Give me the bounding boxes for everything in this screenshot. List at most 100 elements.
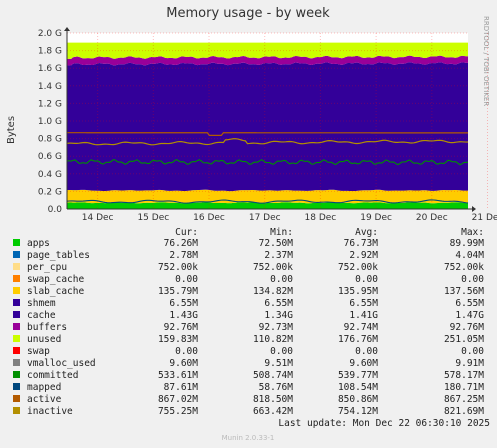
legend-min-value: 663.42M — [253, 406, 293, 417]
legend-swatch — [13, 359, 20, 366]
legend-cur-value: 0.00 — [175, 274, 198, 285]
y-tick-label: 0.4 G — [38, 170, 62, 180]
legend-avg-value: 6.55M — [349, 298, 378, 309]
x-axis-arrow — [472, 206, 476, 212]
legend-max-value: 137.56M — [444, 286, 484, 297]
legend-series-name: slab_cache — [27, 286, 84, 297]
legend-swatch — [13, 299, 20, 306]
legend-swatch — [13, 275, 20, 282]
y-axis-arrow — [64, 27, 70, 31]
legend-series-name: swap_cache — [27, 274, 84, 285]
overlay-lines — [66, 132, 469, 204]
mapped-line — [66, 199, 469, 204]
legend-series-name: apps — [27, 238, 50, 249]
legend-avg-value: 752.00k — [338, 262, 378, 273]
rrdtool-credit: RRDTOOL / TOBI OETIKER — [482, 16, 490, 106]
legend-min-value: 508.74M — [253, 370, 293, 381]
legend-cur-value: 6.55M — [169, 298, 198, 309]
y-tick-label: 0.8 G — [38, 135, 62, 145]
legend-avg-value: 539.77M — [338, 370, 378, 381]
y-tick-label: 2.0 G — [38, 29, 62, 39]
legend-series-name: cache — [27, 310, 56, 321]
legend-avg-value: 92.74M — [344, 322, 379, 333]
legend-min-value: 110.82M — [253, 334, 293, 345]
legend-max-value: 1.47G — [455, 310, 484, 321]
legend-max-value: 251.05M — [444, 334, 484, 345]
legend-min-value: 2.37M — [264, 250, 293, 261]
legend-min-value: 134.82M — [253, 286, 293, 297]
legend-series-name: inactive — [27, 406, 73, 417]
legend-max-value: 89.99M — [450, 238, 485, 249]
y-tick-label: 0.0 — [48, 205, 63, 215]
x-tick-label: 20 Dec — [416, 213, 448, 223]
x-tick-label: 17 Dec — [249, 213, 281, 223]
legend-cur-value: 755.25M — [158, 406, 198, 417]
y-tick-label: 0.2 G — [38, 187, 62, 197]
legend-series-name: buffers — [27, 322, 67, 333]
legend-cur-value: 0.00 — [175, 346, 198, 357]
legend-min-value: 6.55M — [264, 298, 293, 309]
legend-max-value: 4.04M — [455, 250, 484, 261]
legend-swatch — [13, 263, 20, 270]
axes: 0.0 0.2 G 0.4 G 0.6 G 0.8 G 1.0 G 1.2 G 1.4 G 1.… — [38, 27, 497, 223]
committed-line — [66, 159, 469, 166]
legend-min-value: 1.34G — [264, 310, 293, 321]
x-tick-label: 21 Dec — [472, 213, 497, 223]
legend-max-value: 6.55M — [455, 298, 484, 309]
y-tick-label: 1.8 G — [38, 47, 62, 57]
legend-avg-value: 754.12M — [338, 406, 378, 417]
legend-max-value: 9.91M — [455, 358, 484, 369]
inactive-line — [66, 138, 469, 146]
legend-series-name: swap — [27, 346, 50, 357]
y-tick-label: 1.2 G — [38, 99, 62, 109]
active-line — [66, 132, 469, 137]
legend-avg-value: 0.00 — [355, 274, 378, 285]
legend-swatch — [13, 311, 20, 318]
legend-cur-value: 92.76M — [164, 322, 199, 333]
legend-avg-value: 76.73M — [344, 238, 379, 249]
unused-area — [67, 42, 468, 59]
y-tick-label: 1.4 G — [38, 82, 62, 92]
legend-avg-value: 108.54M — [338, 382, 378, 393]
legend-column-header: Max: — [461, 227, 484, 238]
munin-version: Munin 2.0.33-1 — [222, 434, 275, 442]
legend-avg-value: 176.76M — [338, 334, 378, 345]
legend-avg-value: 850.86M — [338, 394, 378, 405]
legend-swatch — [13, 383, 20, 390]
slab-cache-area — [67, 189, 468, 204]
legend-max-value: 752.00k — [444, 262, 484, 273]
legend-avg-value: 2.92M — [349, 250, 378, 261]
legend-cur-value: 2.78M — [169, 250, 198, 261]
cache-area — [67, 62, 468, 192]
legend-series-name: page_tables — [27, 250, 90, 261]
x-tick-label: 16 Dec — [193, 213, 225, 223]
legend-swatch — [13, 395, 20, 402]
legend-max-value: 821.69M — [444, 406, 484, 417]
x-tick-label: 14 Dec — [82, 213, 114, 223]
buffers-area — [67, 55, 468, 66]
y-tick-label: 1.0 G — [38, 117, 62, 127]
grid-lines — [67, 32, 488, 210]
legend-swatch — [13, 287, 20, 294]
legend-cur-value: 135.79M — [158, 286, 198, 297]
legend-series-name: shmem — [27, 298, 56, 309]
legend-swatch — [13, 335, 20, 342]
stacked-areas — [67, 42, 468, 209]
legend-series-name: unused — [27, 334, 61, 345]
legend-cur-value: 9.60M — [169, 358, 198, 369]
legend-min-value: 0.00 — [270, 346, 293, 357]
legend-max-value: 578.17M — [444, 370, 484, 381]
legend-swatch — [13, 251, 20, 258]
legend-max-value: 0.00 — [461, 346, 484, 357]
x-tick-label: 19 Dec — [360, 213, 392, 223]
legend-swatch — [13, 407, 20, 414]
legend-avg-value: 1.41G — [349, 310, 378, 321]
legend-swatch — [13, 347, 20, 354]
legend-min-value: 752.00k — [253, 262, 293, 273]
legend-cur-value: 1.43G — [169, 310, 198, 321]
legend-min-value: 72.50M — [259, 238, 294, 249]
legend-avg-value: 135.95M — [338, 286, 378, 297]
legend-series-name: committed — [27, 370, 78, 381]
apps-area — [67, 202, 468, 209]
